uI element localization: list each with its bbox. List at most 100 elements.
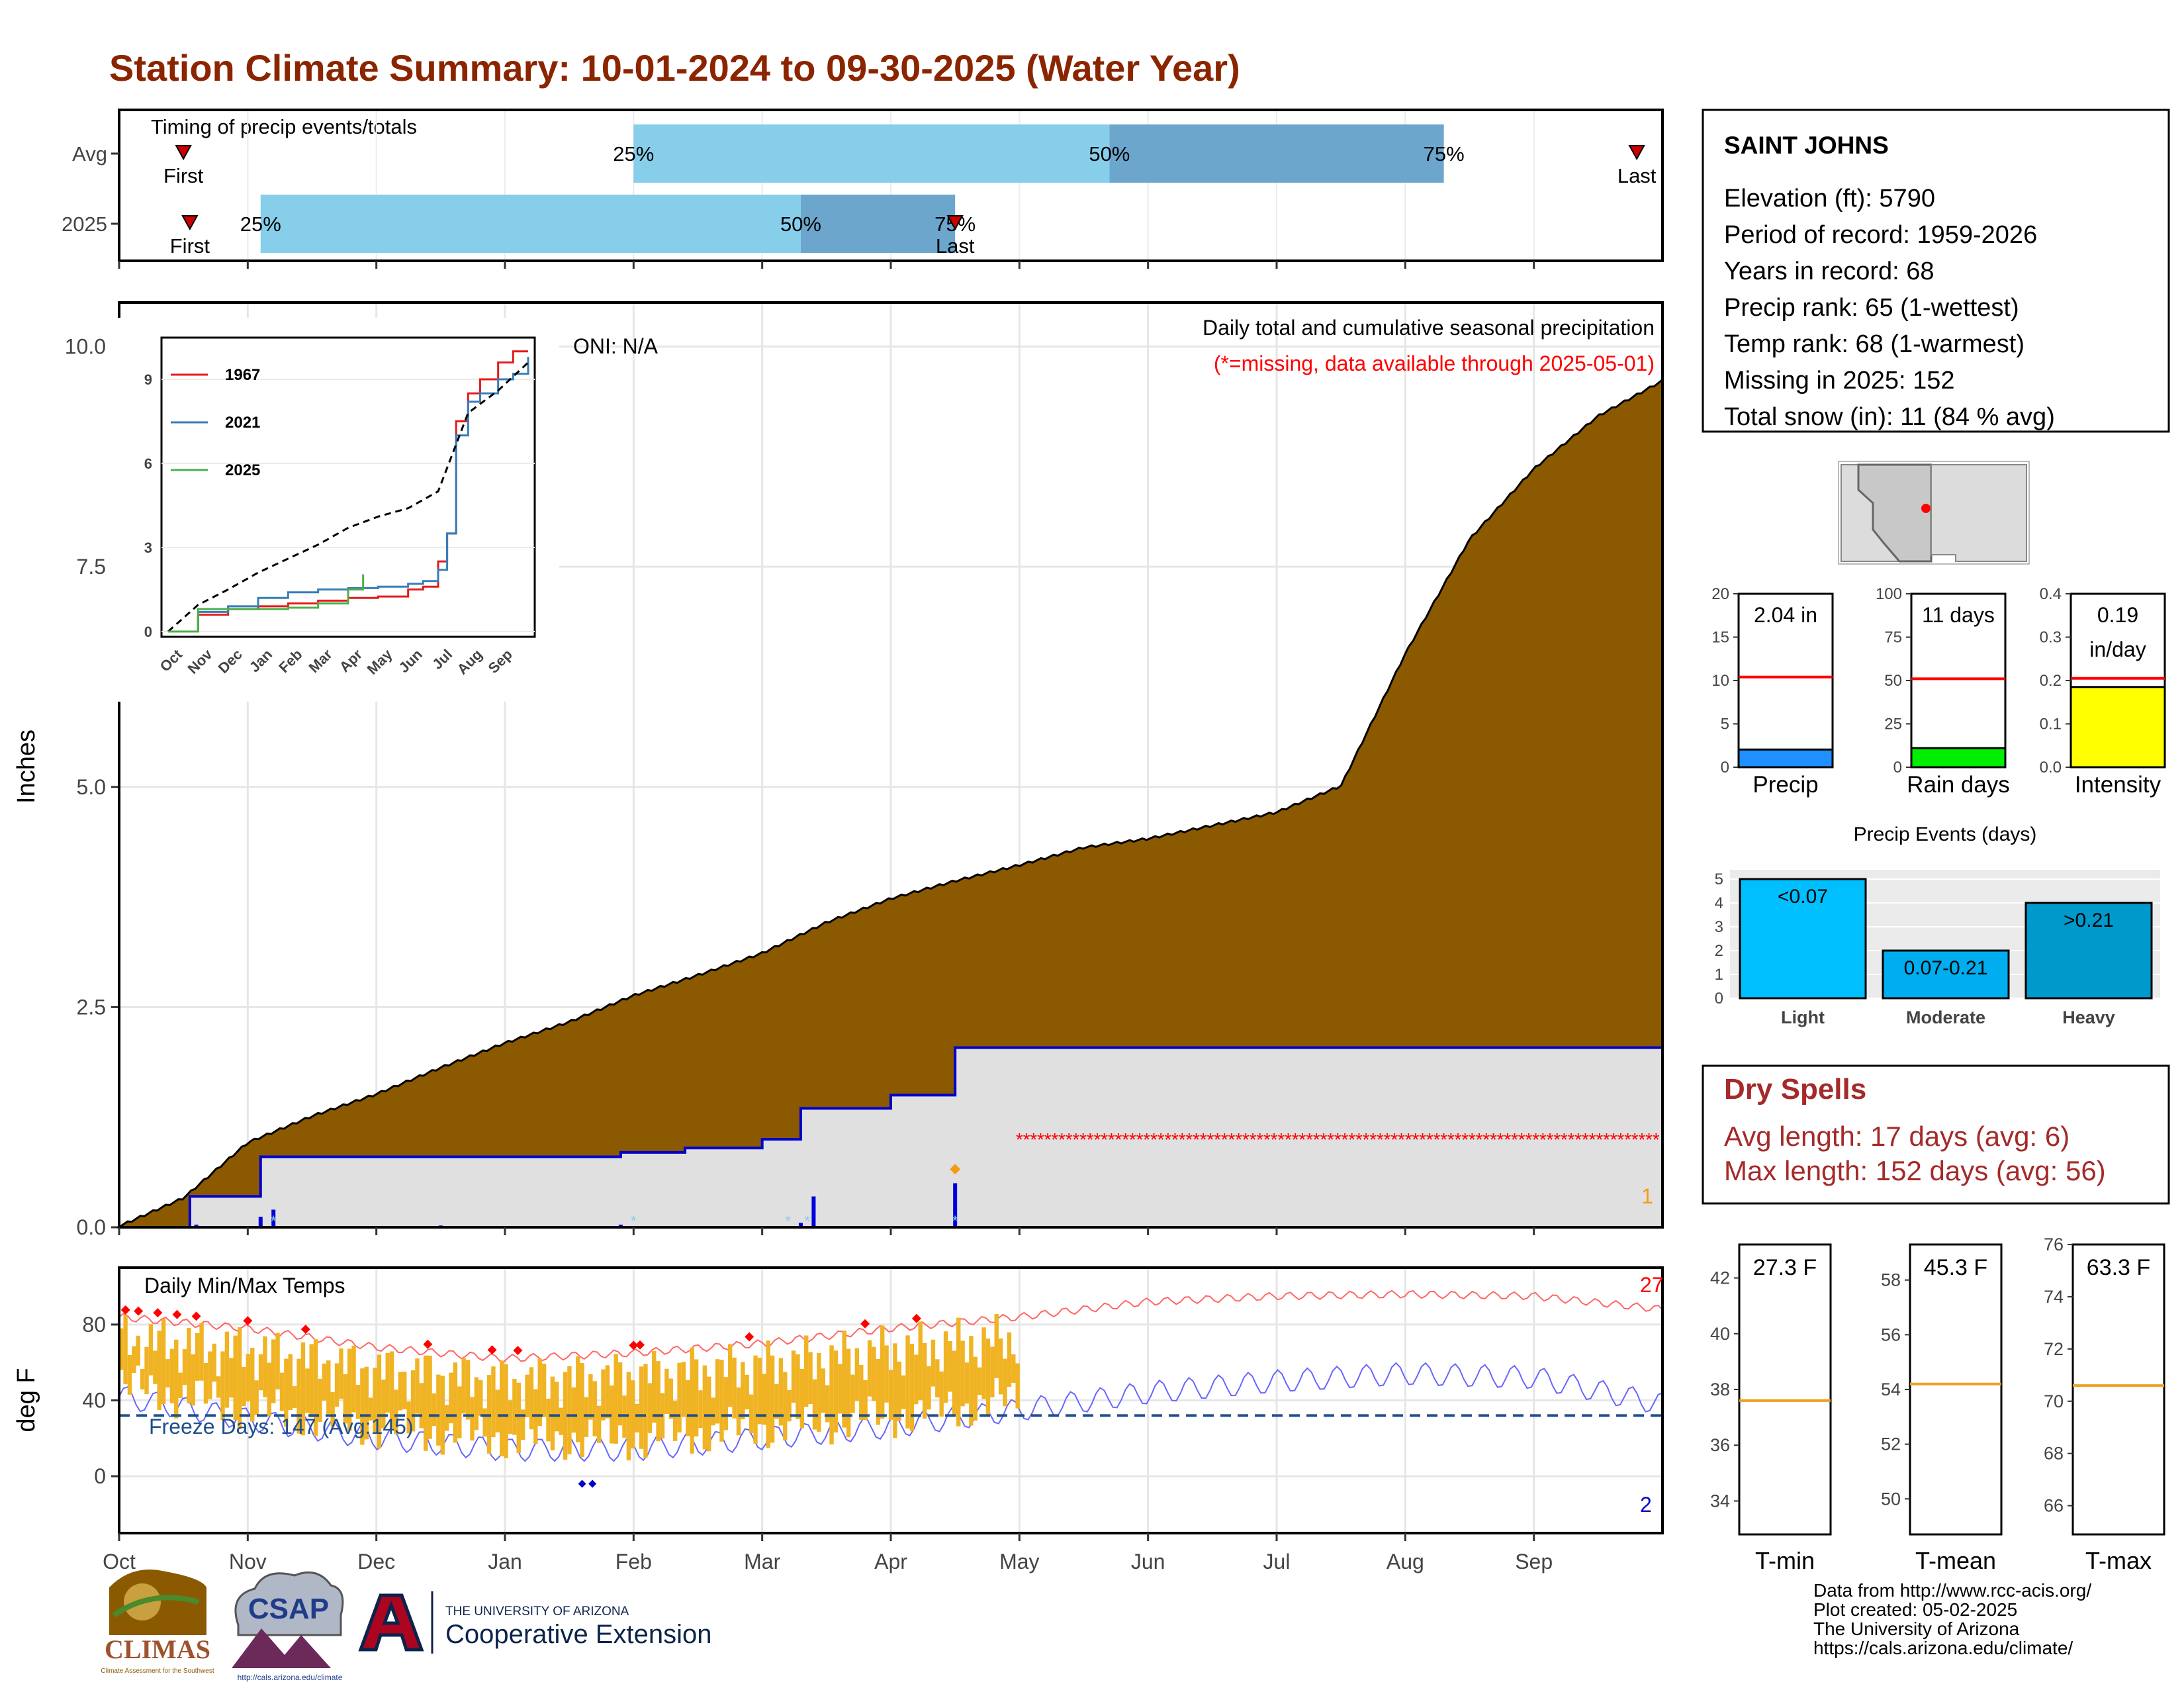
daily-temp-bar [343, 1374, 348, 1424]
missing-day-marker: * [1490, 1129, 1497, 1150]
record-high-marker [860, 1319, 870, 1329]
station-snow: Total snow (in): 11 (84 % avg) [1724, 403, 2055, 431]
daily-temp-bar [935, 1359, 940, 1398]
daily-temp-bar [140, 1368, 145, 1390]
summary-chart-tick: 0 [1893, 759, 1902, 776]
daily-temp-bar [762, 1374, 766, 1425]
daily-temp-bar [157, 1331, 161, 1411]
daily-temp-bar [998, 1338, 1003, 1395]
daily-temp-bar [854, 1348, 860, 1401]
missing-day-marker: * [1440, 1129, 1447, 1150]
daily-temp-bar [909, 1343, 915, 1431]
record-high-marker [513, 1346, 523, 1356]
daily-precip-bar [798, 1223, 803, 1227]
month-label: Mar [744, 1550, 780, 1573]
summary-chart-tick: 0.2 [2040, 672, 2062, 690]
summary-chart-bar [1737, 748, 1834, 769]
daily-temp-bar [284, 1358, 289, 1427]
daily-temp-bar [300, 1342, 306, 1436]
daily-temp-bar [237, 1327, 242, 1429]
temp-summary-tick: 40 [1710, 1324, 1730, 1344]
missing-day-marker: * [1476, 1129, 1483, 1150]
month-label: Jul [1263, 1550, 1291, 1573]
daily-temp-bar [850, 1374, 855, 1413]
daily-temp-bar [199, 1323, 204, 1381]
record-high-count: 27 [1640, 1273, 1664, 1297]
daily-temp-bar [474, 1377, 479, 1430]
daily-temp-bar [719, 1360, 724, 1442]
footer-plot-created: Plot created: 05-02-2025 [1813, 1599, 2018, 1620]
temp-summary-tick: 36 [1710, 1435, 1730, 1455]
month-label: Dec [357, 1550, 395, 1573]
missing-day-marker: * [1574, 1129, 1582, 1150]
timing-panel: Timing of precip events/totals Avg 25% 50%… [62, 109, 1664, 262]
daily-temp-bar [985, 1338, 991, 1415]
daily-temp-bar [550, 1376, 555, 1450]
daily-temp-bar [203, 1363, 208, 1404]
daily-temp-bar [977, 1367, 982, 1395]
summary-chart-tick: 15 [1711, 629, 1729, 647]
daily-temp-bar [220, 1351, 225, 1421]
daily-temp-bar [275, 1333, 280, 1390]
missing-day-marker: * [1016, 1129, 1023, 1150]
record-high-marker [629, 1340, 639, 1350]
timing-rows: Avg25%50%75%FirstLast202525%50%75%FirstL… [62, 111, 1657, 259]
summary-chart-tick: 100 [1876, 585, 1902, 603]
daily-temp-bar [394, 1389, 398, 1434]
csap-logo-cloud [234, 1571, 344, 1636]
footer-credits: Data from http://www.rcc-acis.org/ Plot … [1813, 1581, 2091, 1658]
daily-temp-bar [347, 1348, 352, 1431]
summary-chart-tick: 0.4 [2040, 585, 2062, 603]
missing-day-marker: * [1136, 1129, 1144, 1150]
daily-temp-bar [271, 1339, 276, 1403]
daily-temp-bar [478, 1380, 483, 1416]
daily-temp-bar [927, 1366, 931, 1410]
daily-temp-bar [440, 1376, 445, 1455]
daily-temp-bar [288, 1354, 293, 1411]
daily-temp-bar [914, 1354, 919, 1405]
daily-temp-bar [465, 1360, 471, 1420]
daily-temp-bar [449, 1372, 453, 1424]
temp-summary-label: T-min [1755, 1547, 1815, 1574]
summary-chart-label: Precip [1752, 772, 1818, 798]
missing-day-marker: * [1482, 1129, 1490, 1150]
daily-temp-bar [922, 1342, 927, 1419]
daily-temp-bar [508, 1400, 513, 1434]
daily-temp-bar [605, 1365, 610, 1419]
missing-day-marker: * [1433, 1129, 1440, 1150]
daily-temp-bar [461, 1358, 466, 1414]
missing-day-marker: * [1369, 1129, 1377, 1150]
missing-day-marker: * [1596, 1129, 1603, 1150]
daily-temp-bar [672, 1401, 678, 1441]
temp-y-tick-label: 40 [82, 1389, 106, 1413]
daily-temp-bar [686, 1380, 690, 1436]
missing-day-marker: * [1313, 1129, 1320, 1150]
ua-logo-university: THE UNIVERSITY OF ARIZONA [445, 1605, 629, 1618]
daily-temp-bar [119, 1328, 124, 1370]
precip-y-tick-label: 0.0 [77, 1215, 106, 1239]
daily-temp-bar [842, 1330, 846, 1428]
daily-temp-bar [757, 1358, 762, 1425]
snow-marker: * [785, 1213, 791, 1229]
temp-summary-value: 45.3 F [1924, 1255, 1987, 1280]
inset-series-1967 [168, 350, 528, 633]
daily-temp-bar [787, 1390, 792, 1422]
footer-url: https://cals.arizona.edu/climate/ [1813, 1638, 2073, 1658]
missing-day-marker: * [1377, 1129, 1384, 1150]
daily-temp-bar [318, 1378, 322, 1423]
daily-temp-bar [406, 1401, 411, 1434]
missing-day-marker: * [1193, 1129, 1200, 1150]
missing-day-marker: * [1553, 1129, 1561, 1150]
month-label: May [999, 1550, 1039, 1573]
missing-day-marker: * [1610, 1129, 1617, 1150]
daily-temp-bar [728, 1344, 733, 1407]
missing-day-marker: * [1158, 1129, 1165, 1150]
climas-logo-text: CLIMAS [105, 1634, 210, 1664]
daily-temp-bar [567, 1366, 572, 1454]
daily-temp-bar [161, 1319, 166, 1405]
daily-temp-bar [994, 1314, 999, 1378]
station-elevation: Elevation (ft): 5790 [1724, 185, 1935, 212]
timing-last-marker [946, 215, 964, 231]
temp-summary-tick: 50 [1881, 1489, 1901, 1509]
missing-day-marker: * [1101, 1129, 1108, 1150]
